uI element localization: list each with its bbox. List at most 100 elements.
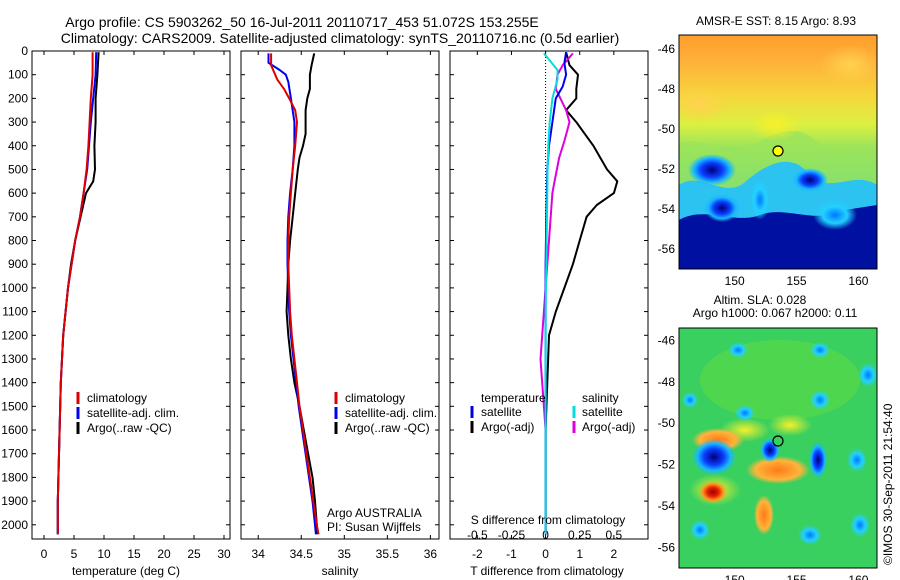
sst-map-argo-marker bbox=[772, 145, 784, 157]
depth-tick-label: 900 bbox=[8, 257, 28, 271]
temperature-legend: climatology satellite-adj. clim. Argo(..… bbox=[76, 391, 179, 435]
difference-x2tick-label: 0.5 bbox=[606, 528, 623, 542]
difference-x2tick-label: -0.25 bbox=[498, 528, 526, 542]
difference-legend-t-argo: Argo(-adj) bbox=[481, 420, 534, 434]
depth-tick-label: 0 bbox=[21, 44, 28, 58]
sla-map-xtick-label: 155 bbox=[787, 573, 807, 580]
salinity-panel-xtick-label: 34.5 bbox=[290, 547, 314, 561]
depth-tick-label: 800 bbox=[8, 234, 28, 248]
temperature-panel-xtick-label: 0 bbox=[41, 547, 48, 561]
sst-map-ytick-label: -56 bbox=[658, 242, 676, 256]
sst-map-ytick-label: -50 bbox=[658, 122, 676, 136]
depth-tick-label: 2000 bbox=[1, 518, 28, 532]
salinity-panel-series-climatology bbox=[270, 53, 320, 535]
sla-map-ytick-label: -56 bbox=[658, 540, 676, 554]
sla-map-ytick-label: -50 bbox=[658, 416, 676, 430]
salinity-annotation-line2: PI: Susan Wijffels bbox=[327, 520, 421, 534]
temperature-panel-xtick-label: 15 bbox=[127, 547, 141, 561]
sla-map-ytick-label: -54 bbox=[658, 499, 676, 513]
salinity-legend-climatology: climatology bbox=[345, 391, 405, 405]
difference-x2label: S difference from climatology bbox=[471, 513, 626, 527]
depth-tick-label: 1600 bbox=[1, 423, 28, 437]
depth-tick-label: 1300 bbox=[1, 352, 28, 366]
difference-legend-s-satellite: satellite bbox=[582, 405, 623, 419]
temperature-panel-xtick-label: 25 bbox=[187, 547, 201, 561]
salinity-legend-argo: Argo(..raw -QC) bbox=[345, 421, 430, 435]
difference-panel-xtick-label: 1 bbox=[576, 547, 583, 561]
temperature-legend-climatology: climatology bbox=[87, 391, 147, 405]
sla-map-ytick-label: -46 bbox=[658, 333, 676, 347]
depth-tick-label: 1500 bbox=[1, 399, 28, 413]
sst-map-xtick-label: 160 bbox=[848, 274, 868, 288]
temperature-panel-xtick-label: 10 bbox=[97, 547, 111, 561]
sla-map-title-line1: Altim. SLA: 0.028 bbox=[714, 293, 807, 307]
depth-tick-label: 1100 bbox=[2, 305, 28, 319]
depth-tick-label: 1400 bbox=[1, 376, 28, 390]
temperature-panel-xtick-label: 30 bbox=[217, 547, 231, 561]
depth-tick-label: 700 bbox=[8, 210, 28, 224]
sla-map-ytick-label: -48 bbox=[658, 375, 676, 389]
difference-panel-xtick-label: -1 bbox=[506, 547, 517, 561]
sla-map-ytick-label: -52 bbox=[658, 458, 676, 472]
salinity-panel-xtick-label: 34 bbox=[252, 547, 266, 561]
difference-x2tick-label: 0.25 bbox=[568, 528, 592, 542]
sla-map-xtick-label: 150 bbox=[725, 573, 745, 580]
depth-tick-label: 1900 bbox=[1, 494, 28, 508]
temperature-legend-argo: Argo(..raw -QC) bbox=[87, 421, 172, 435]
difference-legend-s-argo: Argo(-adj) bbox=[582, 420, 635, 434]
sst-map-xtick-label: 155 bbox=[787, 274, 807, 288]
sla-map-argo-marker bbox=[772, 435, 784, 447]
sst-map-ytick-label: -54 bbox=[658, 202, 676, 216]
depth-tick-label: 400 bbox=[8, 139, 28, 153]
salinity-panel-series-argo-raw-qc- bbox=[285, 53, 318, 535]
temperature-panel-xtick-label: 5 bbox=[71, 547, 78, 561]
depth-tick-label: 500 bbox=[8, 162, 28, 176]
depth-tick-label: 1700 bbox=[1, 447, 28, 461]
sst-map-ytick-label: -52 bbox=[658, 162, 676, 176]
difference-legend-salinity-title: salinity bbox=[582, 391, 619, 405]
sst-map-ytick-label: -46 bbox=[658, 42, 676, 56]
difference-panel-xtick-label: 2 bbox=[611, 547, 618, 561]
difference-x2tick-label: -0.5 bbox=[467, 528, 488, 542]
temperature-legend-satellite: satellite-adj. clim. bbox=[87, 406, 179, 420]
depth-tick-label: 300 bbox=[8, 115, 28, 129]
sla-map-title-line2: Argo h1000: 0.067 h2000: 0.11 bbox=[693, 306, 858, 320]
salinity-panel-xtick-label: 35 bbox=[338, 547, 352, 561]
salinity-legend: climatology satellite-adj. clim. Argo(..… bbox=[334, 391, 437, 435]
sla-map-xtick-label: 160 bbox=[848, 573, 868, 580]
difference-panel-series-s-satellite bbox=[543, 52, 559, 535]
sst-map-xtick-label: 150 bbox=[725, 274, 745, 288]
salinity-xlabel: salinity bbox=[322, 564, 359, 578]
depth-tick-label: 1000 bbox=[1, 281, 28, 295]
sst-map-frame bbox=[678, 34, 878, 270]
temperature-panel-series-climatology bbox=[56, 52, 94, 535]
difference-panel-xtick-label: -2 bbox=[472, 547, 483, 561]
sla-map-frame bbox=[678, 327, 878, 569]
imos-credit: ©IMOS 30-Sep-2011 21:54:40 bbox=[881, 403, 895, 565]
difference-panel-series-t-argo-adj- bbox=[544, 51, 619, 535]
difference-panel-series-s-argo-adj- bbox=[539, 52, 574, 535]
temperature-plot-frame bbox=[31, 50, 231, 540]
difference-xlabel: T difference from climatology bbox=[470, 564, 624, 578]
temperature-panel-xtick-label: 20 bbox=[157, 547, 171, 561]
difference-panel-xtick-label: 0 bbox=[542, 547, 549, 561]
salinity-panel-xtick-label: 35.5 bbox=[376, 547, 400, 561]
depth-tick-label: 200 bbox=[8, 91, 28, 105]
difference-legend-t-satellite: satellite bbox=[481, 405, 522, 419]
sst-map-title: AMSR-E SST: 8.15 Argo: 8.93 bbox=[696, 14, 856, 28]
difference-legend-temperature-title: temperature bbox=[481, 391, 546, 405]
figure-title-line2: Climatology: CARS2009. Satellite-adjuste… bbox=[61, 30, 619, 46]
sla-map-image bbox=[679, 328, 877, 568]
depth-tick-label: 600 bbox=[8, 186, 28, 200]
figure-title-line1: Argo profile: CS 5903262_50 16-Jul-2011 … bbox=[65, 14, 539, 30]
salinity-plot-frame bbox=[240, 50, 440, 540]
depth-tick-label: 1800 bbox=[1, 470, 28, 484]
difference-plot-frame bbox=[449, 50, 649, 540]
depth-tick-label: 1200 bbox=[1, 328, 28, 342]
temperature-xlabel: temperature (deg C) bbox=[72, 564, 180, 578]
salinity-legend-satellite: satellite-adj. clim. bbox=[345, 406, 437, 420]
temperature-panel-series-argo-raw-qc- bbox=[56, 52, 100, 535]
difference-legend: temperature salinity satellite Argo(-adj… bbox=[470, 391, 635, 434]
salinity-annotation-line1: Argo AUSTRALIA bbox=[327, 506, 422, 520]
